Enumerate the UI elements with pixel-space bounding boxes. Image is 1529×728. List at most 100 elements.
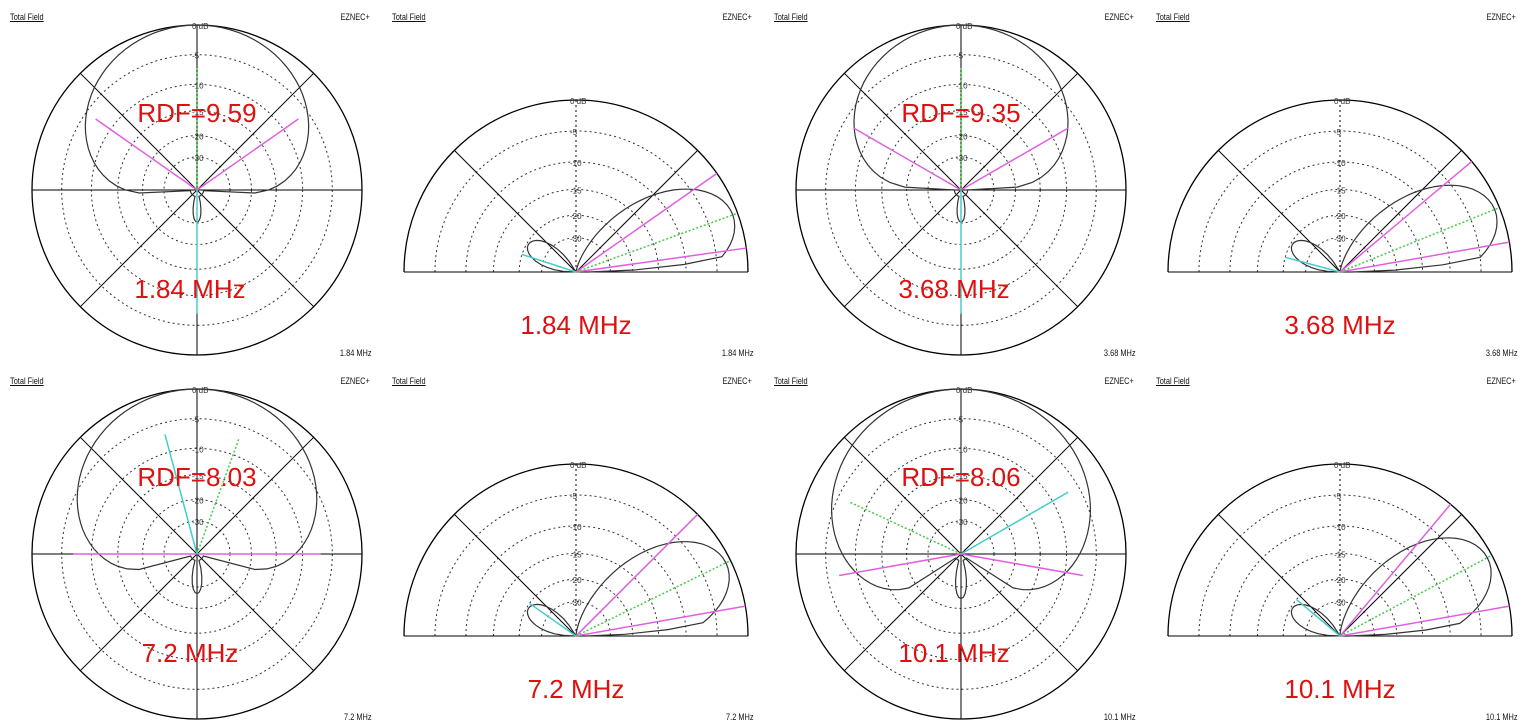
pattern-trace [84, 24, 310, 223]
axis-diagonal [575, 150, 698, 273]
elevation-plot-3: Total Field EZNEC+ 3.68 MHz 0 dB -5 -10 -15 -20… [1146, 0, 1528, 364]
grid-ring [465, 161, 687, 273]
frequency-label: 3.68 MHz [898, 274, 1009, 304]
pattern-trace [1339, 184, 1498, 273]
azimuth-plot-6: Total Field EZNEC+ 10.1 MHz 0 dB -5 -10 -15 -20… [764, 364, 1146, 728]
cyan-marker-line [164, 434, 198, 555]
elevation-plot-5: Total Field EZNEC+ 7.2 MHz 0 dB -5 -10 -15 -20 -… [382, 364, 764, 728]
eznec-label: EZNEC+ [340, 12, 370, 22]
total-field-label: Total Field [10, 12, 44, 22]
magenta-marker-line [1339, 241, 1510, 273]
footer-frequency: 7.2 MHz [726, 712, 754, 722]
ring-label: 0 dB [192, 22, 208, 31]
frequency-label: 7.2 MHz [142, 638, 239, 668]
ring-label: -15 [1334, 186, 1346, 195]
ring-label: -5 [570, 128, 578, 137]
grid-ring [492, 189, 660, 273]
total-field-label: Total Field [10, 376, 44, 386]
ring-label: -10 [192, 81, 204, 90]
grid-ring [1229, 525, 1451, 637]
azimuth-plot-0: Total Field EZNEC+ 1.84 MHz 0 dB -5 -10 -15 -20… [0, 0, 382, 364]
grid-ring [1229, 161, 1451, 273]
rdf-label: RDF=9.59 [137, 98, 256, 128]
ring-label: -10 [956, 81, 968, 90]
grid-ring [1256, 189, 1424, 273]
axis-diagonal [1218, 514, 1341, 637]
ring-label: -5 [192, 52, 200, 61]
grid-ring [518, 214, 634, 273]
eznec-label: EZNEC+ [722, 12, 752, 22]
ring-label: -10 [192, 445, 204, 454]
total-field-label: Total Field [1156, 376, 1190, 386]
ring-label: -5 [1334, 492, 1342, 501]
cyan-marker-line [1284, 256, 1341, 273]
eznec-label: EZNEC+ [1486, 376, 1516, 386]
ring-label: -20 [956, 497, 968, 506]
ring-label: -15 [570, 186, 582, 195]
grid-ring [465, 525, 687, 637]
eznec-label: EZNEC+ [340, 376, 370, 386]
ring-label: -20 [1334, 576, 1346, 585]
axis-diagonal [454, 514, 577, 637]
rdf-label: RDF=8.03 [137, 462, 256, 492]
rdf-label: RDF=8.06 [901, 462, 1020, 492]
azimuth-plot-4: Total Field EZNEC+ 7.2 MHz 0 dB -5 -10 -15 -20 -… [0, 364, 382, 728]
ring-label: -30 [570, 235, 582, 244]
magenta-marker-line [1339, 503, 1452, 637]
ring-label: 0 dB [1334, 461, 1350, 470]
footer-frequency: 1.84 MHz [722, 348, 754, 358]
total-field-label: Total Field [774, 376, 808, 386]
magenta-marker-line [575, 605, 746, 637]
grid-ring [1256, 553, 1424, 637]
ring-label: -20 [192, 133, 204, 142]
magenta-marker-line [960, 127, 1069, 191]
ring-label: -5 [956, 416, 964, 425]
magenta-marker-line [853, 127, 962, 191]
total-field-label: Total Field [392, 12, 426, 22]
grid-ring [1282, 214, 1398, 273]
magenta-marker-line [838, 553, 962, 577]
frequency-label: 3.68 MHz [1284, 310, 1395, 340]
ring-label: -10 [1334, 159, 1346, 168]
ring-label: -20 [570, 212, 582, 221]
back-lobe-trace [1290, 239, 1342, 273]
green-marker-line [575, 559, 731, 637]
green-marker-line [848, 501, 962, 555]
eznec-label: EZNEC+ [1104, 12, 1134, 22]
eznec-label: EZNEC+ [1104, 376, 1134, 386]
ring-label: 0 dB [956, 22, 972, 31]
magenta-marker-line [575, 247, 747, 273]
polar-chart: 0 dB -5 -10 -15 -20 -30 RDF=9.35 3.68 MHz [795, 22, 1127, 356]
grid-ring [518, 578, 634, 637]
total-field-label: Total Field [392, 376, 426, 386]
ring-label: -30 [956, 154, 968, 163]
back-lobe-trace [526, 603, 578, 637]
ring-label: -5 [1334, 128, 1342, 137]
footer-frequency: 3.68 MHz [1486, 348, 1518, 358]
axis-diagonal [454, 150, 577, 273]
ring-label: -10 [956, 445, 968, 454]
total-field-label: Total Field [774, 12, 808, 22]
pattern-trace [76, 388, 318, 595]
ring-label: -15 [192, 108, 204, 117]
magenta-marker-line [1339, 605, 1510, 637]
ring-label: -5 [956, 52, 964, 61]
frequency-label: 1.84 MHz [520, 310, 631, 340]
back-lobe-trace [526, 239, 578, 273]
pattern-trace [1339, 537, 1492, 637]
magenta-marker-line [575, 172, 718, 273]
ring-label: -10 [1334, 523, 1346, 532]
ring-label: -30 [1334, 235, 1346, 244]
rdf-label: RDF=9.35 [901, 98, 1020, 128]
eznec-label: EZNEC+ [722, 376, 752, 386]
footer-frequency: 10.1 MHz [1104, 712, 1136, 722]
polar-chart: 0 dB -5 -10 -15 -20 -30 7.2 MHz [403, 461, 749, 704]
magenta-marker-line [1339, 160, 1473, 273]
footer-frequency: 1.84 MHz [340, 348, 372, 358]
elevation-plot-7: Total Field EZNEC+ 10.1 MHz 0 dB -5 -10 -15 -20… [1146, 364, 1528, 728]
grid-ring [492, 553, 660, 637]
ring-label: -30 [192, 154, 204, 163]
ring-label: -30 [192, 518, 204, 527]
axis-diagonal [1339, 150, 1462, 273]
back-lobe-trace [1290, 603, 1342, 637]
